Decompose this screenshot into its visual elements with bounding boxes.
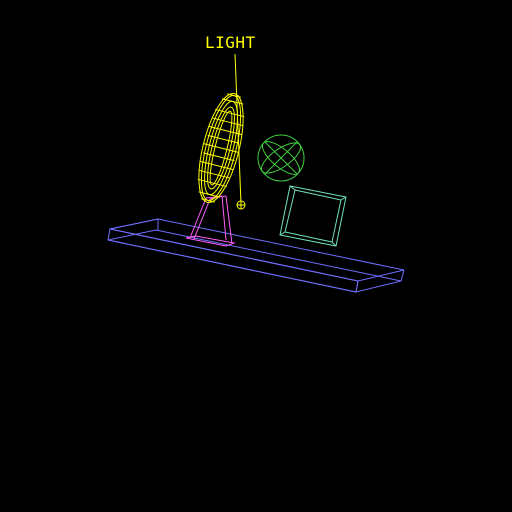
stand-wireframe[interactable]: [185, 195, 236, 247]
cube-wireframe[interactable]: [279, 185, 347, 247]
light-object[interactable]: [234, 53, 246, 210]
platform-wireframe[interactable]: [107, 218, 405, 293]
torus-wireframe[interactable]: [190, 89, 252, 206]
light-label: LIGHT: [205, 33, 256, 52]
sphere-wireframe[interactable]: [257, 134, 305, 182]
